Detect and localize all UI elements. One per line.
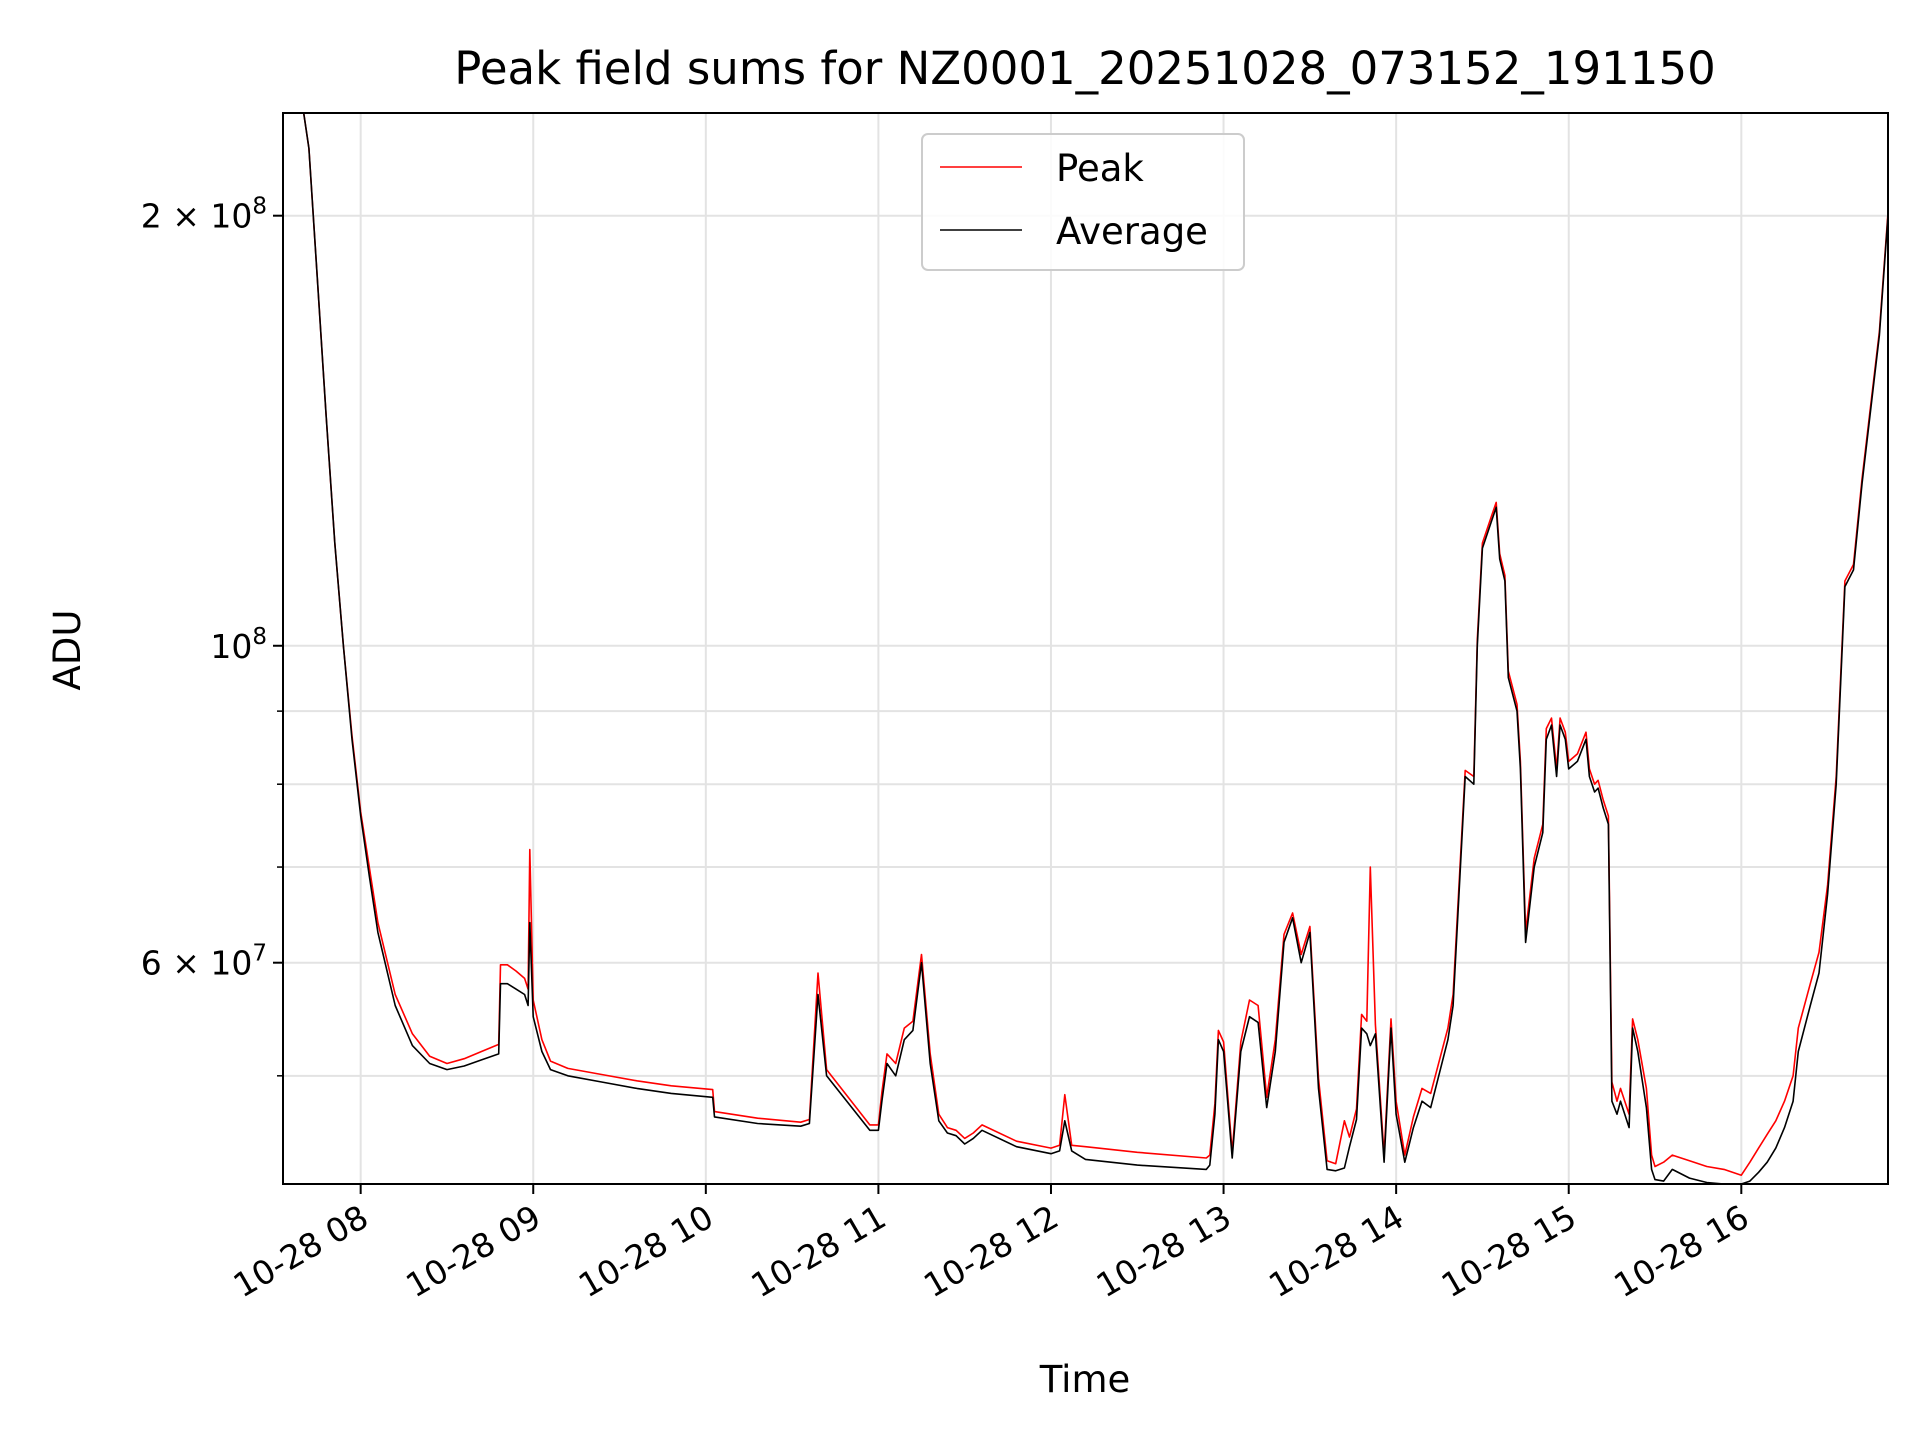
series-line-peak: [283, 112, 1889, 1176]
legend-peak-label: Peak: [1056, 147, 1144, 190]
y-axis-ticks: 6 × 107 108 2 × 108: [141, 194, 283, 1077]
plot-frame: [282, 112, 1889, 1185]
x-axis-label: Time: [1039, 1358, 1131, 1401]
series-line-average: [283, 112, 1889, 1185]
legend-box: [921, 133, 1245, 271]
grid: [283, 113, 1888, 1184]
y-tick-label: 108: [210, 624, 267, 666]
y-axis-label: ADU: [46, 610, 89, 691]
legend: Peak Average: [921, 133, 1245, 271]
y-tick-label: 2 × 108: [141, 194, 267, 236]
legend-average-label: Average: [1056, 210, 1208, 253]
plot-area: [283, 113, 1888, 1184]
series-group: [283, 112, 1889, 1185]
chart-title: Peak field sums for NZ0001_20251028_0731…: [454, 42, 1715, 95]
y-tick-label: 6 × 107: [141, 941, 267, 983]
